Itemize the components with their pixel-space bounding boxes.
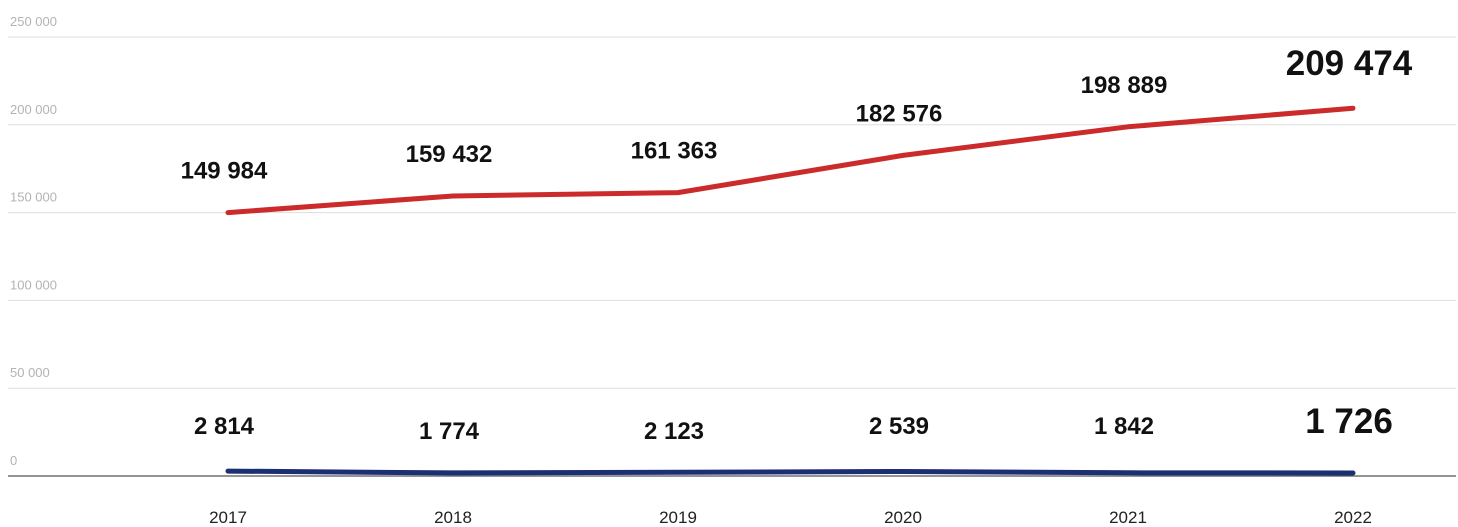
series-line-1 (225, 105, 1356, 216)
x-tick-label: 2021 (1109, 508, 1147, 527)
data-label: 1 774 (419, 418, 480, 445)
x-tick-label: 2020 (884, 508, 922, 527)
y-tick-label: 200 000 (10, 102, 57, 117)
series-lines (225, 105, 1356, 476)
data-label: 2 814 (194, 413, 255, 440)
data-label: 209 474 (1286, 44, 1413, 83)
y-tick-label: 250 000 (10, 14, 57, 29)
data-labels: 149 984 159 432 161 363 182 576 198 889 209 4… (181, 44, 1413, 445)
x-tick-label: 2017 (209, 508, 247, 527)
y-tick-label: 100 000 (10, 277, 57, 292)
y-tick-label: 0 (10, 453, 17, 468)
data-label: 2 123 (644, 418, 704, 445)
data-label: 1 726 (1305, 402, 1393, 441)
y-tick-label: 150 000 (10, 190, 57, 205)
data-label: 161 363 (631, 138, 718, 165)
x-axis-ticks: 2017 2018 2019 2020 2021 2022 (209, 508, 1372, 527)
x-tick-label: 2022 (1334, 508, 1372, 527)
y-axis-ticks: 0 50 000 100 000 150 000 200 000 250 000 (10, 14, 57, 468)
x-tick-label: 2018 (434, 508, 472, 527)
data-label: 2 539 (869, 413, 929, 440)
data-label: 1 842 (1094, 413, 1154, 440)
gridlines (8, 36, 1456, 477)
y-tick-label: 50 000 (10, 365, 50, 380)
data-label: 159 432 (406, 141, 493, 168)
data-label: 182 576 (856, 100, 943, 127)
data-label: 149 984 (181, 158, 268, 185)
x-tick-label: 2019 (659, 508, 697, 527)
data-label: 198 889 (1081, 72, 1168, 99)
series-line-2 (225, 468, 1356, 476)
